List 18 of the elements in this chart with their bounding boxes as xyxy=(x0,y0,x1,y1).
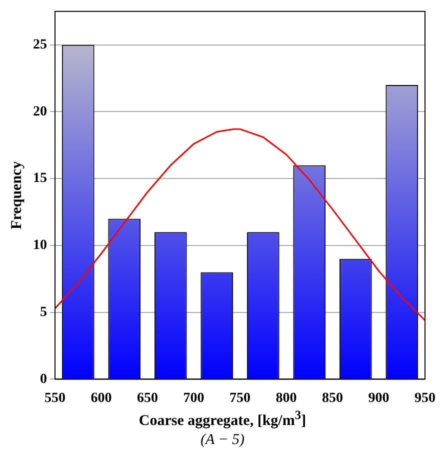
y-tick-label: 0 xyxy=(40,372,47,387)
x-tick-label: 900 xyxy=(368,391,390,406)
x-axis-title: Coarse aggregate, [kg/m$^{3}$] xyxy=(138,408,308,430)
x-tick-label: 800 xyxy=(276,391,297,406)
x-tick-label: 600 xyxy=(90,391,112,406)
y-tick-label: 15 xyxy=(33,171,47,186)
x-tick-label: 950 xyxy=(414,391,436,406)
y-axis-title: Frequency xyxy=(8,160,25,230)
x-tick-label: 850 xyxy=(322,391,343,406)
y-tick-label: 5 xyxy=(40,304,47,320)
y-tick-label: 20 xyxy=(33,104,47,120)
x-tick-label: 650 xyxy=(137,391,158,406)
x-tick-label: 700 xyxy=(183,391,204,406)
text: (A − 5) xyxy=(199,432,246,449)
x-tick-label: 550 xyxy=(44,391,66,406)
x-tick-label: 750 xyxy=(230,391,250,406)
y-tick-label: 25 xyxy=(33,37,47,52)
y-tick-label: 10 xyxy=(33,238,47,254)
